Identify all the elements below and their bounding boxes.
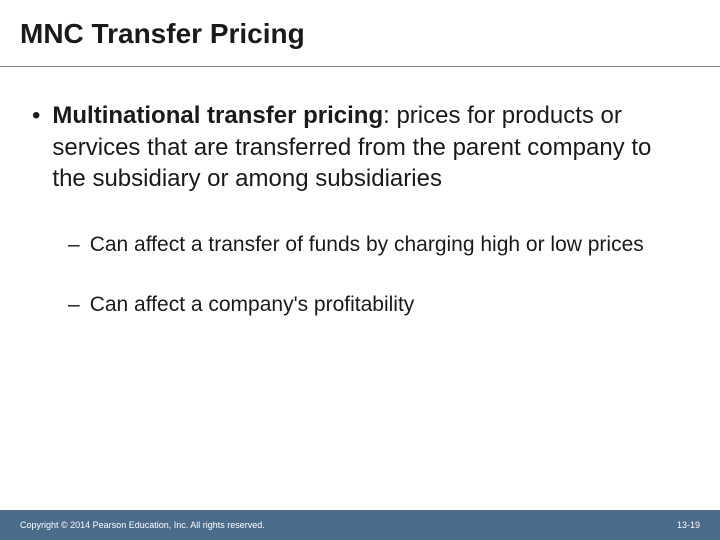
page-number: 13-19 <box>677 520 700 530</box>
bullet-text: Can affect a transfer of funds by chargi… <box>90 231 644 259</box>
slide-footer: Copyright © 2014 Pearson Education, Inc.… <box>0 510 720 540</box>
bullet-marker: • <box>32 100 40 195</box>
slide-container: MNC Transfer Pricing • Multinational tra… <box>0 0 720 540</box>
bullet-marker: – <box>68 291 80 319</box>
bullet-level2: – Can affect a company's profitability <box>68 291 688 319</box>
slide-title: MNC Transfer Pricing <box>20 18 688 50</box>
bullet-level2: – Can affect a transfer of funds by char… <box>68 231 688 259</box>
bullet-term: Multinational transfer pricing <box>52 102 383 129</box>
bullet-marker: – <box>68 231 80 259</box>
copyright-text: Copyright © 2014 Pearson Education, Inc.… <box>20 520 265 530</box>
bullet-text: Multinational transfer pricing: prices f… <box>52 100 688 195</box>
title-divider <box>0 66 720 67</box>
slide-content: • Multinational transfer pricing: prices… <box>32 100 688 318</box>
bullet-level1: • Multinational transfer pricing: prices… <box>32 100 688 195</box>
bullet-text: Can affect a company's profitability <box>90 291 415 319</box>
